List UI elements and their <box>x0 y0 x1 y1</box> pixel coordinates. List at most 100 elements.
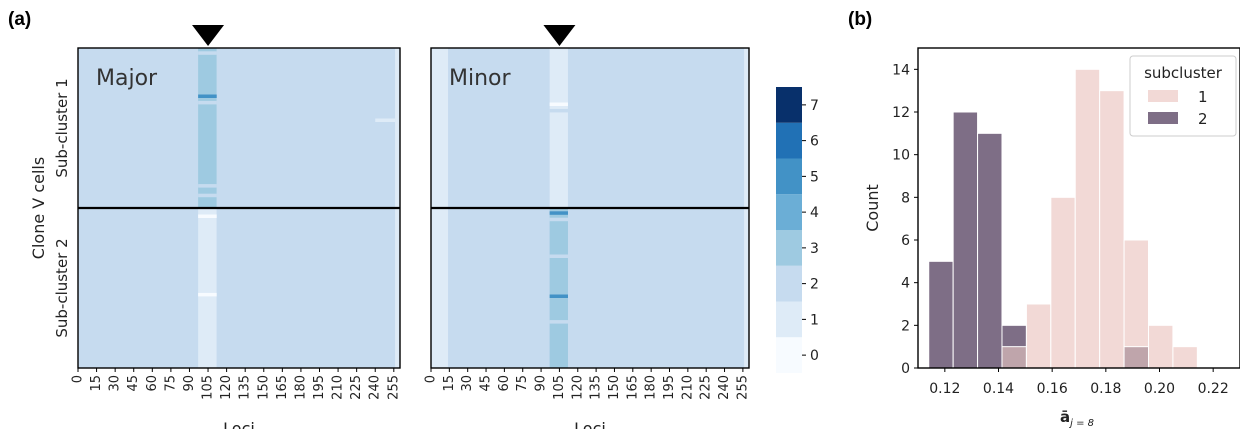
heatmap-cell-segment <box>567 208 745 368</box>
heatmap-row-feature <box>198 292 217 297</box>
heatmap-row-feature <box>198 214 217 218</box>
x-axis-label-main: ā <box>1060 408 1070 426</box>
x-tick-label: 0.22 <box>1198 381 1229 397</box>
y-tick-label: 6 <box>901 233 910 249</box>
x-tick-label: 225 <box>699 375 714 400</box>
legend-swatch <box>1148 90 1178 102</box>
x-tick-label: 30 <box>460 375 475 392</box>
heatmap-cell-segment <box>395 208 400 368</box>
y-axis-label: Count <box>863 184 882 232</box>
heatmap-cell-segment <box>744 208 749 368</box>
legend-swatch <box>1148 112 1178 124</box>
panel-b-label: (b) <box>848 9 872 30</box>
x-tick-label: 75 <box>515 375 530 392</box>
x-tick-label: 90 <box>534 375 549 392</box>
colorbar-swatch <box>776 122 802 159</box>
x-tick-label: 45 <box>126 375 141 392</box>
x-tick-label: 135 <box>589 375 604 400</box>
colorbar-swatch <box>776 337 802 373</box>
x-tick-label: 120 <box>219 375 234 400</box>
colorbar-swatch <box>776 194 802 230</box>
x-tick-label: 255 <box>735 375 750 400</box>
x-tick-label: 60 <box>145 375 160 392</box>
heatmap-row-feature <box>549 254 568 258</box>
colorbar-tick-label: 5 <box>810 169 819 185</box>
heatmap-cell-segment <box>431 48 449 208</box>
colorbar-tick-label: 4 <box>810 205 819 221</box>
heatmap-major: Major 0 15 30 45 60 75 90 105 120 135 150 165 180 195 2… <box>29 25 401 429</box>
legend-entry-label: 1 <box>1198 88 1208 106</box>
panel-a-label: (a) <box>8 9 31 30</box>
heatmap-cell-segment <box>78 208 199 368</box>
colorbar: 0 1 2 3 4 5 6 7 <box>776 87 819 373</box>
x-tick-label: 120 <box>570 375 585 400</box>
x-tick-label: 0.12 <box>929 381 960 397</box>
colorbar-tick-label: 3 <box>810 241 819 257</box>
x-axis-label: āj = 8 <box>1060 408 1094 429</box>
x-tick-label: 0.18 <box>1090 381 1121 397</box>
heatmap-title: Major <box>96 66 158 91</box>
x-tick-label: 105 <box>552 375 567 400</box>
y-axis-label: Clone V cells <box>29 157 48 259</box>
x-tick-label: 30 <box>108 375 123 392</box>
heatmap-row-feature <box>198 184 217 188</box>
heatmap-row-feature <box>198 193 217 198</box>
heatmap-row-feature <box>198 51 217 55</box>
heatmap-row-feature <box>549 320 568 324</box>
heatmap-row-feature <box>198 100 217 105</box>
heatmap-cell-segment <box>448 208 550 368</box>
x-tick-label: 105 <box>201 375 216 400</box>
y-tick-label: 4 <box>901 276 910 292</box>
x-tick-label: 180 <box>293 375 308 400</box>
plot-frame <box>917 47 1240 369</box>
row-group-label: Sub-cluster 1 <box>53 78 71 177</box>
heatmap-cell-segment <box>549 48 568 208</box>
x-tick-label: 225 <box>349 375 364 400</box>
legend-title: subcluster <box>1144 64 1223 82</box>
x-tick-label: 165 <box>275 375 290 400</box>
histogram-bar-subcluster-2 <box>977 132 1003 369</box>
histogram-bar-overlap <box>1001 346 1027 369</box>
colorbar-swatch <box>776 301 802 338</box>
colorbar-swatch <box>776 230 802 266</box>
x-tick-label: 195 <box>312 375 327 400</box>
x-tick-label: 240 <box>717 375 732 400</box>
histogram-bar-subcluster-2 <box>952 111 979 369</box>
x-tick-label: 0.16 <box>1037 381 1068 397</box>
histogram-bar-overlap <box>1123 346 1149 369</box>
triangle-down-icon <box>192 25 225 46</box>
colorbar-tick-label: 0 <box>810 348 819 364</box>
histogram-bar-subcluster-1 <box>1147 324 1174 369</box>
heatmap-row-feature <box>549 217 568 222</box>
heatmap-row-feature <box>375 118 396 122</box>
x-tick-label: 0 <box>424 375 439 383</box>
x-tick-label: 150 <box>256 375 271 400</box>
x-tick-label: 45 <box>479 375 494 392</box>
heatmap-cell-segment <box>198 208 217 368</box>
x-tick-label: 0 <box>71 375 86 383</box>
colorbar-tick-label: 1 <box>810 312 819 328</box>
x-tick-label: 240 <box>368 375 383 400</box>
heatmap-row-feature <box>549 294 568 298</box>
x-tick-label: 15 <box>442 375 457 392</box>
x-tick-label: 90 <box>182 375 197 392</box>
heatmap-row-feature <box>549 102 568 106</box>
heatmap-cell-segment <box>431 208 449 368</box>
y-tick-label: 10 <box>892 148 910 164</box>
heatmap-cell-segment <box>395 48 400 208</box>
x-axis-label: Loci <box>574 419 606 429</box>
x-tick-label: 75 <box>163 375 178 392</box>
heatmap-cell-segment <box>744 48 749 208</box>
colorbar-swatch <box>776 158 802 195</box>
heatmap-cell-segment <box>567 48 745 208</box>
x-tick-label: 150 <box>607 375 622 400</box>
x-tick-label: 15 <box>89 375 104 392</box>
x-tick-label: 135 <box>238 375 253 400</box>
heatmap-row-feature <box>549 108 568 113</box>
x-tick-label: 0.20 <box>1144 381 1175 397</box>
heatmap-cell-segment <box>216 208 396 368</box>
heatmap-cell-segment <box>216 48 396 208</box>
